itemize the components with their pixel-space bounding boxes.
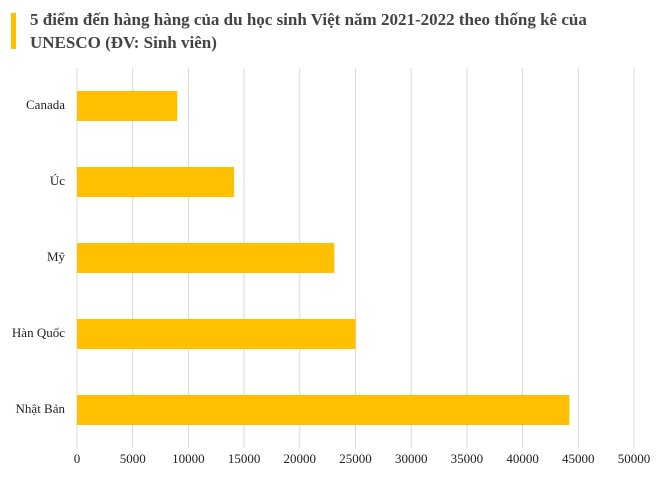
y-tick-label: Mỹ [47,249,66,264]
y-tick-label: Nhật Bản [16,401,66,416]
bar [77,395,570,425]
x-tick-label: 15000 [228,451,261,466]
x-tick-label: 35000 [451,451,484,466]
x-tick-label: 40000 [506,451,539,466]
x-tick-label: 45000 [562,451,595,466]
x-tick-label: 30000 [395,451,428,466]
bar [77,319,356,349]
x-tick-label: 5000 [120,451,146,466]
chart-title: 5 điểm đến hàng hàng của du học sinh Việ… [30,10,587,52]
title-accent [11,13,16,49]
x-tick-label: 10000 [172,451,205,466]
y-tick-label: Canada [26,97,65,112]
y-tick-label: Úc [50,173,65,188]
x-tick-label: 50000 [618,451,651,466]
x-tick-label: 25000 [339,451,372,466]
bar [77,243,335,273]
x-tick-label: 0 [74,451,81,466]
bar [77,167,235,197]
x-tick-label: 20000 [284,451,317,466]
bar [77,91,178,121]
y-tick-label: Hàn Quốc [12,325,65,340]
